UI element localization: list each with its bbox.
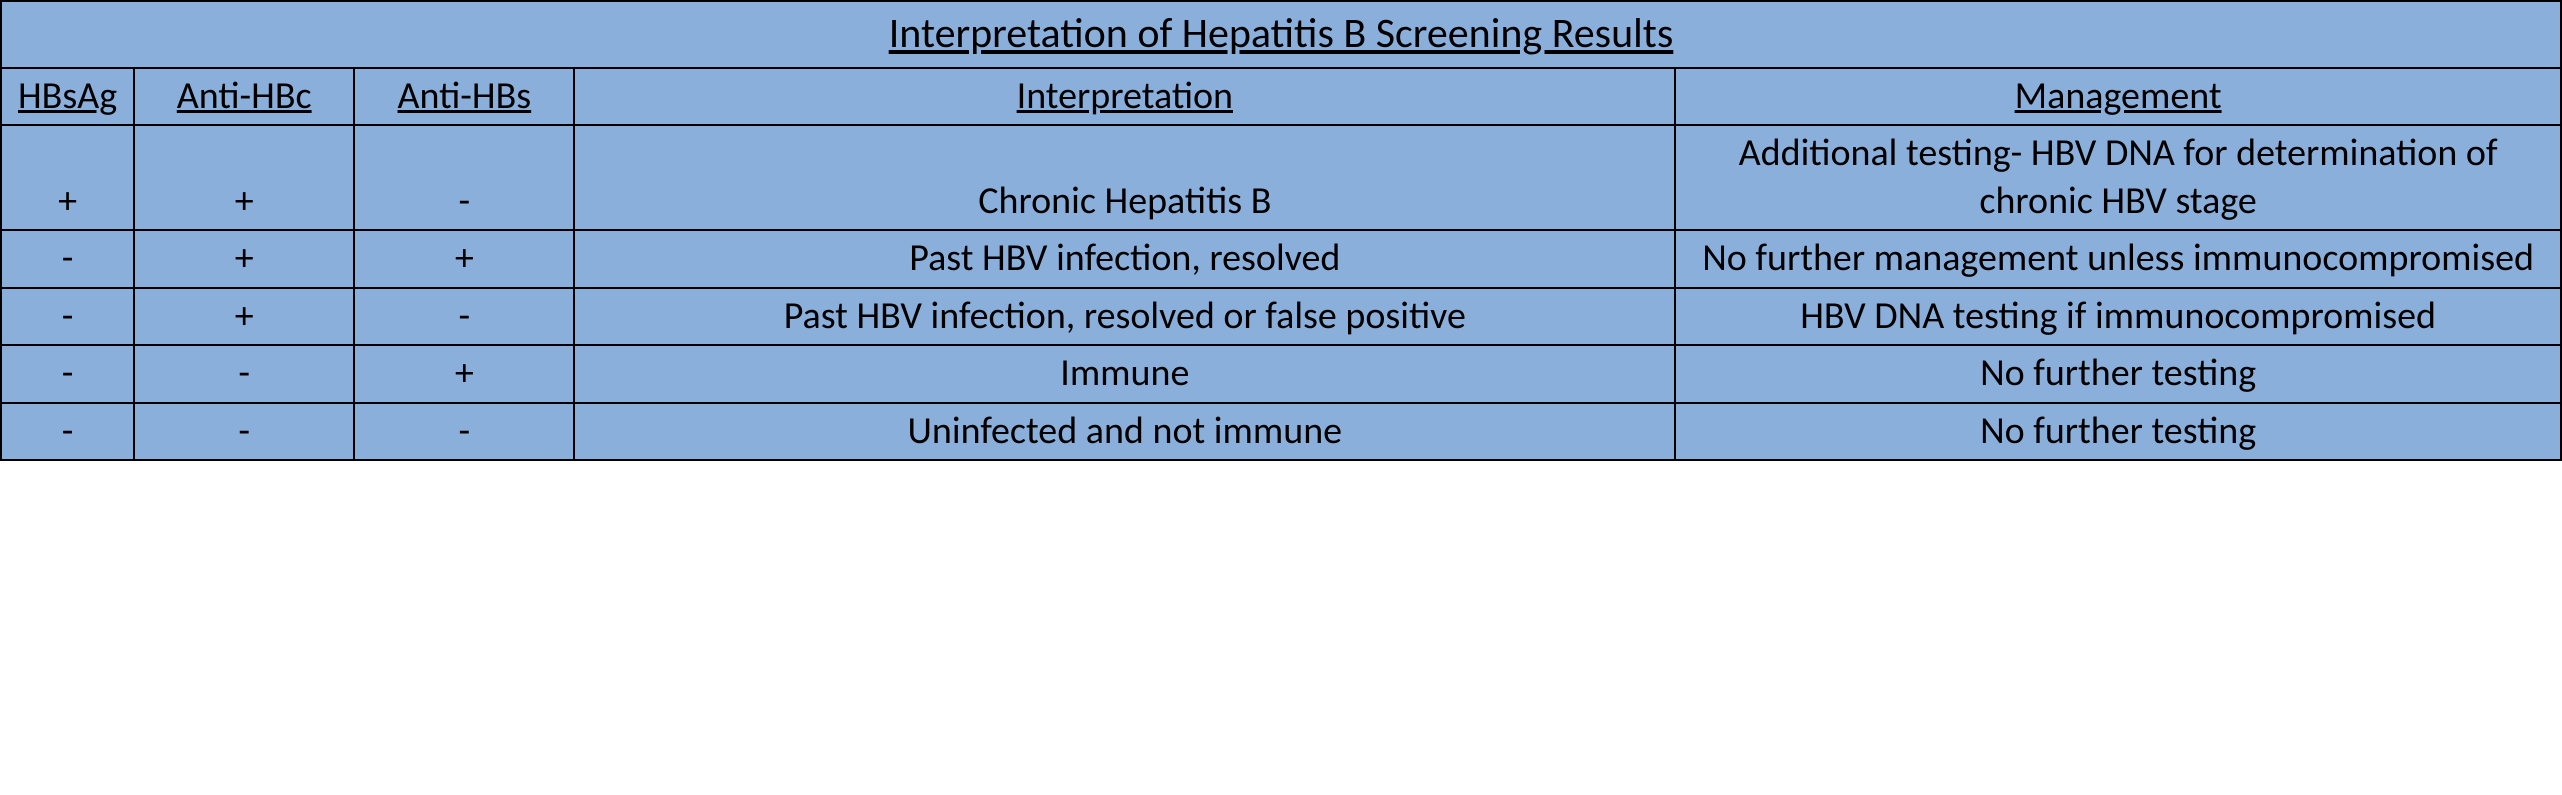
table-row: + + - Chronic Hepatitis B Additional tes… — [1, 125, 2561, 230]
hepatitis-b-screening-table: Interpretation of Hepatitis B Screening … — [0, 0, 2562, 461]
cell-management: Additional testing- HBV DNA for determin… — [1675, 125, 2561, 230]
cell-hbsag: + — [1, 125, 134, 230]
col-header-hbsag: HBsAg — [1, 68, 134, 126]
table-row: - + + Past HBV infection, resolved No fu… — [1, 230, 2561, 288]
cell-interpretation: Immune — [574, 345, 1675, 403]
cell-antihbs: + — [354, 345, 574, 403]
cell-management: HBV DNA testing if immunocompromised — [1675, 288, 2561, 346]
cell-hbsag: - — [1, 288, 134, 346]
table-title-row: Interpretation of Hepatitis B Screening … — [1, 1, 2561, 68]
cell-interpretation: Past HBV infection, resolved — [574, 230, 1675, 288]
cell-hbsag: - — [1, 403, 134, 461]
cell-antihbs: - — [354, 403, 574, 461]
cell-interpretation: Chronic Hepatitis B — [574, 125, 1675, 230]
cell-hbsag: - — [1, 345, 134, 403]
cell-management: No further management unless immunocompr… — [1675, 230, 2561, 288]
cell-interpretation: Past HBV infection, resolved or false po… — [574, 288, 1675, 346]
cell-antihbs: + — [354, 230, 574, 288]
table-row: - - - Uninfected and not immune No furth… — [1, 403, 2561, 461]
cell-management: No further testing — [1675, 403, 2561, 461]
table-header-row: HBsAg Anti-HBc Anti-HBs Interpretation M… — [1, 68, 2561, 126]
table-row: - - + Immune No further testing — [1, 345, 2561, 403]
col-header-antihbs: Anti-HBs — [354, 68, 574, 126]
cell-antihbc: - — [134, 403, 354, 461]
col-header-antihbc: Anti-HBc — [134, 68, 354, 126]
table-title: Interpretation of Hepatitis B Screening … — [1, 1, 2561, 68]
cell-antihbc: - — [134, 345, 354, 403]
cell-management: No further testing — [1675, 345, 2561, 403]
cell-antihbs: - — [354, 125, 574, 230]
col-header-management: Management — [1675, 68, 2561, 126]
cell-antihbc: + — [134, 230, 354, 288]
col-header-interpretation: Interpretation — [574, 68, 1675, 126]
cell-antihbc: + — [134, 288, 354, 346]
cell-interpretation: Uninfected and not immune — [574, 403, 1675, 461]
table-row: - + - Past HBV infection, resolved or fa… — [1, 288, 2561, 346]
cell-antihbc: + — [134, 125, 354, 230]
cell-hbsag: - — [1, 230, 134, 288]
cell-antihbs: - — [354, 288, 574, 346]
